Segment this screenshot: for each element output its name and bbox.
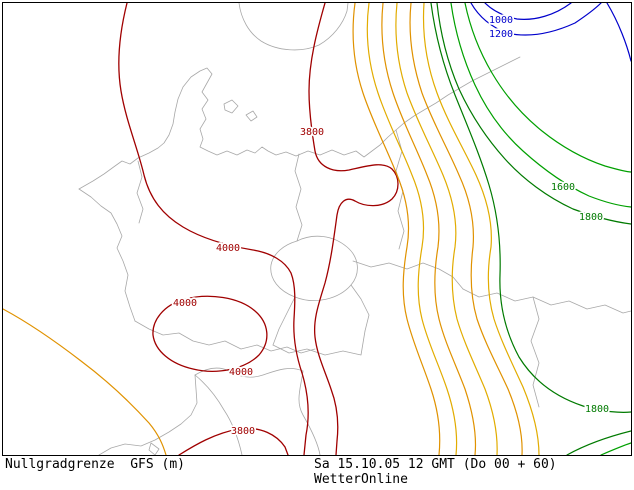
contour-orange-6 <box>422 3 540 455</box>
contour-label-3800-upper: 3800 <box>300 127 324 138</box>
contour-blue-1000 <box>484 3 572 20</box>
contour-label-3800-lower: 3800 <box>231 426 255 437</box>
contour-label-1600: 1600 <box>551 182 575 193</box>
contour-blue-corner <box>606 3 631 62</box>
contour-label-layer: 1000 1200 3800 4000 4000 4000 3800 1600 … <box>171 13 611 439</box>
coastline-northsea-baltic <box>78 56 521 190</box>
border-czech <box>270 235 358 301</box>
contour-label-1000: 1000 <box>489 15 513 26</box>
map-frame: 1000 1200 3800 4000 4000 4000 3800 1600 … <box>2 2 632 456</box>
contour-blue-1200 <box>470 3 602 36</box>
border-austria-west <box>272 296 296 346</box>
border-germany-poland <box>294 153 303 242</box>
contour-orange-3 <box>381 3 477 455</box>
contour-green-corner-2 <box>600 442 631 455</box>
border-slovakia <box>352 260 464 290</box>
border-alps <box>134 320 316 354</box>
contour-orange-5 <box>409 3 523 455</box>
weather-map: 1000 1200 3800 4000 4000 4000 3800 1600 … <box>3 3 631 455</box>
contour-orange-4 <box>395 3 498 455</box>
contour-label-1800-lower: 1800 <box>585 404 609 415</box>
border-france-germany <box>78 188 136 322</box>
coastline-north-adriatic <box>194 367 304 378</box>
contour-orange-1 <box>352 3 441 455</box>
contour-orange-southwest <box>3 308 167 455</box>
footer: Nullgradgrenze GFS (m) Sa 15.10.05 12 GM… <box>0 456 634 490</box>
contour-green-1800-upper <box>436 3 631 225</box>
contour-label-4000-loop-west: 4000 <box>173 298 197 309</box>
coastline-adriatic <box>298 370 321 455</box>
coastline-sweden <box>238 3 349 51</box>
contour-layer <box>3 3 631 455</box>
contour-red-3800-main <box>308 3 399 455</box>
credit-label: WetterOnline <box>314 472 408 487</box>
border-hungary-romania <box>462 288 631 314</box>
contour-red-4000-open <box>118 3 309 455</box>
geography-layer <box>78 3 631 455</box>
coastline-corsica <box>148 442 160 455</box>
coastline-danish-islands <box>223 99 258 122</box>
contour-label-4000-east: 4000 <box>216 243 240 254</box>
border-netherlands-germany <box>136 160 144 224</box>
contour-green-corner-1 <box>566 430 631 455</box>
contour-label-1800-upper: 1800 <box>579 212 603 223</box>
datetime-label: Sa 15.10.05 12 GMT (Do 00 + 60) <box>314 457 557 472</box>
contour-green-north <box>464 3 631 173</box>
contour-red-3800-south <box>178 427 289 455</box>
product-label: Nullgradgrenze GFS (m) <box>5 457 186 472</box>
border-austria-east <box>350 284 370 332</box>
coastline-italy-west <box>98 374 243 455</box>
contour-label-1200: 1200 <box>489 29 513 40</box>
contour-red-4000-loop <box>152 295 268 372</box>
contour-green-long-southeast <box>430 3 631 413</box>
border-east-vertical <box>530 296 540 408</box>
contour-green-1600 <box>450 3 631 208</box>
border-austria-south <box>272 330 366 356</box>
contour-orange-2 <box>366 3 458 455</box>
contour-label-4000-loop-south: 4000 <box>229 367 253 378</box>
